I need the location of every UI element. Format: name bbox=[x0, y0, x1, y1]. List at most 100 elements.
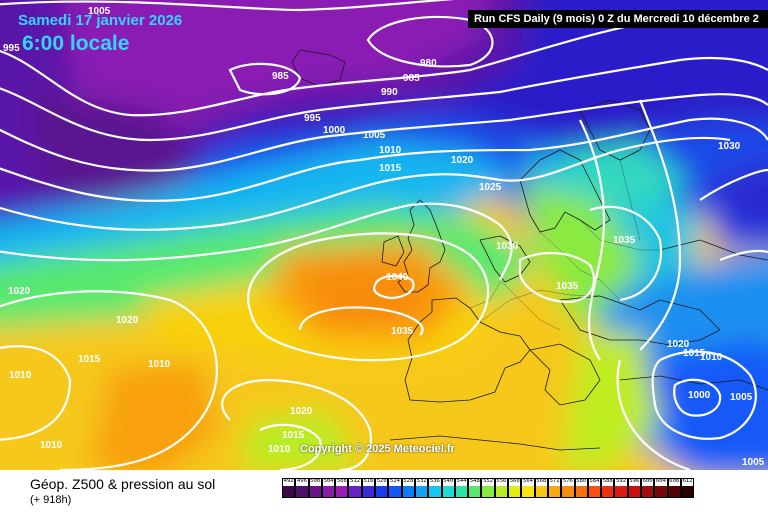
color-scale-cell: 540 bbox=[441, 478, 455, 498]
color-scale-cell: 560 bbox=[508, 478, 522, 498]
isobar-label: 1010 bbox=[700, 352, 723, 363]
color-scale-cell: 544 bbox=[454, 478, 469, 498]
isobar-label: 1005 bbox=[363, 130, 386, 141]
color-scale-value: 524 bbox=[390, 478, 400, 484]
color-scale-value: 512 bbox=[350, 478, 361, 484]
isobar-label: 1020 bbox=[8, 286, 31, 297]
isobar-label: 1030 bbox=[718, 141, 741, 152]
color-scale-value: 576 bbox=[562, 478, 573, 484]
isobar-label: 995 bbox=[3, 43, 20, 54]
color-scale-cell: 572 bbox=[547, 478, 562, 498]
color-scale-value: 568 bbox=[536, 478, 547, 484]
color-scale-value: 544 bbox=[456, 478, 467, 484]
isobar-label: 1010 bbox=[9, 370, 32, 381]
isobar-label: 1020 bbox=[451, 155, 474, 166]
isobar-label: 1035 bbox=[613, 235, 636, 246]
color-scale-cell: 548 bbox=[468, 478, 482, 498]
color-scale-value: 528 bbox=[403, 478, 414, 484]
color-scale-cell: 496 bbox=[295, 478, 309, 498]
isobar-label: 1015 bbox=[78, 354, 101, 365]
forecast-hour: (+ 918h) bbox=[30, 494, 72, 506]
isobar-labels: 1005 995 985 980 985 990 995 1000 1005 1… bbox=[3, 6, 765, 468]
isobar-label: 1015 bbox=[379, 163, 402, 174]
color-scale-cell: 520 bbox=[375, 478, 389, 498]
color-scale-value: 492 bbox=[283, 478, 294, 484]
color-scale-cell: 536 bbox=[428, 478, 442, 498]
color-scale-cell: 532 bbox=[414, 478, 429, 498]
color-scale-value: 572 bbox=[549, 478, 560, 484]
color-scale-value: 584 bbox=[589, 478, 600, 484]
color-scale-value: 612 bbox=[682, 478, 693, 484]
color-scale-cell: 596 bbox=[627, 478, 642, 498]
color-scale-value: 556 bbox=[496, 478, 507, 484]
color-scale-value: 496 bbox=[296, 478, 307, 484]
color-scale-value: 608 bbox=[669, 478, 680, 484]
weather-map: 1005 995 985 980 985 990 995 1000 1005 1… bbox=[0, 0, 768, 470]
color-scale-cell: 580 bbox=[574, 478, 588, 498]
isobar-label: 1015 bbox=[683, 348, 706, 359]
color-scale-cell: 552 bbox=[481, 478, 495, 498]
geopotential-field bbox=[0, 0, 768, 470]
color-scale-value: 520 bbox=[376, 478, 387, 484]
color-scale-cell: 604 bbox=[654, 478, 668, 498]
isobar-label: 1030 bbox=[496, 241, 519, 252]
color-scale-cell: 508 bbox=[335, 478, 349, 498]
color-scale-cell: 592 bbox=[614, 478, 628, 498]
color-scale-value: 536 bbox=[429, 478, 440, 484]
color-scale-cell: 528 bbox=[401, 478, 415, 498]
color-scale-cell: 492 bbox=[282, 478, 296, 498]
isobar-label: 1005 bbox=[730, 392, 753, 403]
isobar-label: 985 bbox=[272, 71, 289, 82]
isobar-label: 1010 bbox=[40, 440, 63, 451]
color-scale-value: 604 bbox=[655, 478, 666, 484]
color-scale-cell: 584 bbox=[587, 478, 602, 498]
map-canvas: 1005 995 985 980 985 990 995 1000 1005 1… bbox=[0, 0, 768, 470]
color-scale-cell: 612 bbox=[680, 478, 695, 498]
color-scale-value: 592 bbox=[616, 478, 627, 484]
country-borders bbox=[469, 159, 660, 331]
isobar-label: 1020 bbox=[667, 339, 690, 350]
color-scale-value: 532 bbox=[416, 478, 427, 484]
color-scale-cell: 568 bbox=[534, 478, 548, 498]
color-scale-value: 588 bbox=[602, 478, 613, 484]
color-scale-cell: 576 bbox=[561, 478, 575, 498]
isobar-label: 1010 bbox=[148, 359, 171, 370]
color-scale-cell: 516 bbox=[361, 478, 376, 498]
forecast-time: 6:00 locale bbox=[22, 32, 130, 55]
isobar-label: 1010 bbox=[268, 444, 291, 455]
color-scale-cell: 588 bbox=[601, 478, 615, 498]
color-scale-cell: 564 bbox=[521, 478, 535, 498]
color-scale-value: 596 bbox=[629, 478, 640, 484]
isobar-label: 1020 bbox=[290, 406, 313, 417]
isobar-label: 1035 bbox=[391, 326, 414, 337]
isobar-label: 1010 bbox=[379, 145, 402, 156]
isobar-label: 1000 bbox=[323, 125, 346, 136]
color-scale-cell: 504 bbox=[321, 478, 336, 498]
color-scale-value: 504 bbox=[323, 478, 334, 484]
color-scale-value: 500 bbox=[310, 478, 321, 484]
color-scale-value: 560 bbox=[509, 478, 520, 484]
isobar-label: 1035 bbox=[556, 281, 579, 292]
color-scale-value: 540 bbox=[443, 478, 454, 484]
isobar-label: 1040 bbox=[386, 272, 409, 283]
color-scale-value: 508 bbox=[336, 478, 347, 484]
color-scale-value: 580 bbox=[576, 478, 587, 484]
isobar-label: 1005 bbox=[742, 457, 765, 468]
color-scale-cell: 608 bbox=[667, 478, 681, 498]
model-run-info: Run CFS Daily (9 mois) 0 Z du Mercredi 1… bbox=[468, 10, 768, 28]
isobar-label: 985 bbox=[403, 73, 420, 84]
isobar-label: 1020 bbox=[116, 315, 139, 326]
isobar-label: 980 bbox=[420, 58, 437, 69]
color-scale-cell: 500 bbox=[308, 478, 322, 498]
isobar-label: 990 bbox=[381, 87, 398, 98]
color-scale-value: 600 bbox=[642, 478, 653, 484]
legend-title: Géop. Z500 & pression au sol bbox=[30, 476, 216, 492]
isobar-label: 995 bbox=[304, 113, 321, 124]
isobar-label: 1015 bbox=[282, 430, 305, 441]
color-scale-cell: 556 bbox=[494, 478, 509, 498]
color-scale-cell: 600 bbox=[641, 478, 655, 498]
color-scale-value: 552 bbox=[483, 478, 494, 484]
color-scale-value: 548 bbox=[469, 478, 480, 484]
color-scale-value: 516 bbox=[363, 478, 374, 484]
forecast-date: Samedi 17 janvier 2026 bbox=[18, 12, 183, 29]
